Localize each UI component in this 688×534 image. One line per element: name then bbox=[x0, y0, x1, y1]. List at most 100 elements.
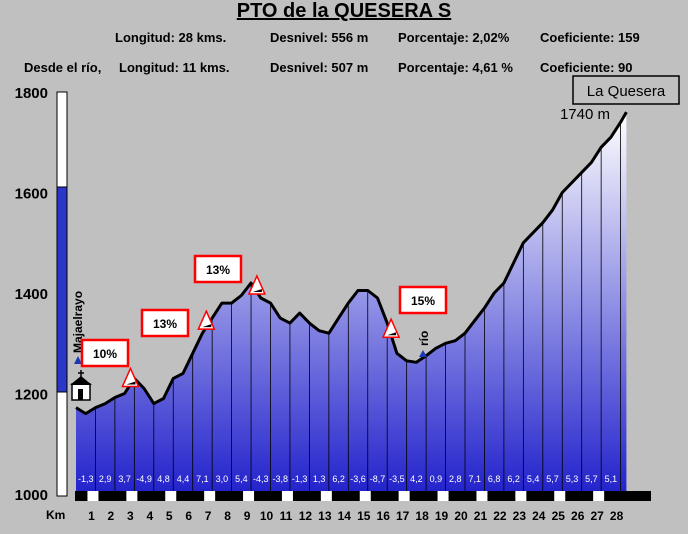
coeficiente-total: Coeficiente: 159 bbox=[540, 30, 640, 45]
summit-elevation: 1740 m bbox=[560, 106, 610, 123]
segment-gradient-label: 0,9 bbox=[430, 474, 443, 484]
y-tick-label: 1000 bbox=[15, 487, 48, 504]
x-tick-label: 6 bbox=[185, 509, 192, 523]
max-gradient-badge bbox=[80, 338, 130, 368]
segment-gradient-label: 6,2 bbox=[507, 474, 520, 484]
summit-label-box bbox=[572, 75, 680, 105]
steep-warning-icon bbox=[381, 317, 401, 338]
scale-band-white bbox=[56, 91, 68, 188]
y-tick-label: 1200 bbox=[15, 387, 48, 404]
max-gradient-label: 13% bbox=[206, 263, 230, 277]
max-gradient-label: 10% bbox=[93, 347, 117, 361]
start-marker-icon bbox=[74, 356, 82, 364]
max-gradient-label: 15% bbox=[411, 294, 435, 308]
segment-gradient-label: -1,3 bbox=[78, 474, 94, 484]
segment-gradient-label: -4,9 bbox=[136, 474, 152, 484]
km-strip-block bbox=[515, 491, 527, 501]
x-tick-label: 12 bbox=[299, 509, 313, 523]
x-tick-label: 21 bbox=[474, 509, 488, 523]
segment-gradient-label: 7,1 bbox=[196, 474, 209, 484]
y-tick-label: 1800 bbox=[15, 85, 48, 102]
page-title: PTO de la QUESERA S bbox=[236, 0, 452, 22]
x-tick-label: 22 bbox=[493, 509, 507, 523]
longitud-rio: Longitud: 11 kms. bbox=[119, 60, 230, 75]
start-label: Majaelrayo bbox=[71, 291, 85, 353]
x-tick-label: 2 bbox=[108, 509, 115, 523]
segment-gradient-label: 5,4 bbox=[527, 474, 540, 484]
x-tick-label: 25 bbox=[552, 509, 566, 523]
desnivel-total: Desnivel: 556 m bbox=[270, 30, 369, 45]
segment-gradient-label: 6,2 bbox=[332, 474, 345, 484]
segment-gradient-label: 5,7 bbox=[585, 474, 598, 484]
max-gradient-badge bbox=[140, 308, 190, 338]
river-label: río bbox=[417, 331, 431, 346]
km-strip-block bbox=[165, 491, 177, 501]
segment-gradient-label: 2,8 bbox=[449, 474, 462, 484]
porcentaje-total: Porcentaje: 2,02% bbox=[398, 30, 510, 45]
steep-warning-icon bbox=[121, 366, 140, 388]
segment-gradient-label: 5,4 bbox=[235, 474, 248, 484]
x-tick-label: 11 bbox=[280, 509, 293, 523]
x-tick-label: 3 bbox=[127, 509, 134, 523]
km-strip-block bbox=[87, 491, 99, 501]
segment-gradient-label: -3,5 bbox=[389, 474, 405, 484]
max-gradient-badge bbox=[193, 254, 243, 284]
scale-band-white-low bbox=[56, 391, 68, 497]
x-tick-label: 24 bbox=[532, 509, 546, 523]
x-tick-label: 27 bbox=[590, 509, 604, 523]
x-tick-label: 13 bbox=[318, 509, 332, 523]
km-strip-block bbox=[593, 491, 605, 501]
x-tick-label: 5 bbox=[166, 509, 173, 523]
y-tick-label: 1600 bbox=[15, 186, 48, 203]
desnivel-rio: Desnivel: 507 m bbox=[270, 60, 369, 75]
porcentaje-rio: Porcentaje: 4,61 % bbox=[398, 60, 513, 75]
x-tick-label: 10 bbox=[260, 509, 274, 523]
desde-rio-label: Desde el río, bbox=[24, 60, 102, 75]
river-marker-icon bbox=[419, 350, 427, 357]
segment-gradient-label: 1,3 bbox=[313, 474, 326, 484]
segment-gradient-label: -8,7 bbox=[370, 474, 386, 484]
km-strip-block bbox=[243, 491, 255, 501]
max-gradient-label: 13% bbox=[153, 317, 177, 331]
x-tick-label: 17 bbox=[396, 509, 410, 523]
x-tick-label: 1 bbox=[88, 509, 95, 523]
km-strip-block bbox=[320, 491, 332, 501]
km-strip-block bbox=[359, 491, 371, 501]
x-tick-label: 9 bbox=[244, 509, 251, 523]
x-tick-label: 19 bbox=[435, 509, 449, 523]
summit-name: La Quesera bbox=[587, 83, 666, 100]
max-gradient-badge bbox=[398, 285, 448, 315]
x-tick-label: 15 bbox=[357, 509, 371, 523]
x-tick-label: 4 bbox=[146, 509, 153, 523]
profile-line bbox=[75, 111, 628, 416]
segment-gradient-label: -3,6 bbox=[350, 474, 366, 484]
scale-band-blue bbox=[56, 186, 68, 393]
x-tick-label: 8 bbox=[224, 509, 231, 523]
segment-gradient-label: -1,3 bbox=[292, 474, 308, 484]
km-strip-block bbox=[398, 491, 410, 501]
segment-gradient-label: 2,9 bbox=[99, 474, 112, 484]
segment-gradient-label: -3,8 bbox=[272, 474, 288, 484]
km-strip-block bbox=[281, 491, 293, 501]
segment-gradient-label: 5,7 bbox=[546, 474, 559, 484]
segment-gradient-label: 6,8 bbox=[488, 474, 501, 484]
x-tick-label: 28 bbox=[610, 509, 624, 523]
km-strip-block bbox=[476, 491, 488, 501]
segment-gradient-label: 3,0 bbox=[216, 474, 229, 484]
coeficiente-rio: Coeficiente: 90 bbox=[540, 60, 633, 75]
segment-gradient-label: 5,3 bbox=[566, 474, 579, 484]
segment-gradient-label: 3,7 bbox=[118, 474, 131, 484]
km-strip-block bbox=[437, 491, 449, 501]
profile-area bbox=[76, 112, 627, 494]
segment-gradient-label: 4,8 bbox=[157, 474, 170, 484]
km-strip-block bbox=[204, 491, 216, 501]
x-tick-label: 18 bbox=[415, 509, 429, 523]
segment-gradient-label: 4,4 bbox=[177, 474, 190, 484]
steep-warning-icon bbox=[247, 274, 267, 295]
km-strip-block bbox=[554, 491, 566, 501]
x-axis-label: Km bbox=[46, 508, 65, 522]
x-tick-label: 26 bbox=[571, 509, 585, 523]
segment-gradient-label: -4,3 bbox=[253, 474, 269, 484]
segment-gradient-label: 4,2 bbox=[410, 474, 423, 484]
longitud-total: Longitud: 28 kms. bbox=[115, 30, 227, 45]
